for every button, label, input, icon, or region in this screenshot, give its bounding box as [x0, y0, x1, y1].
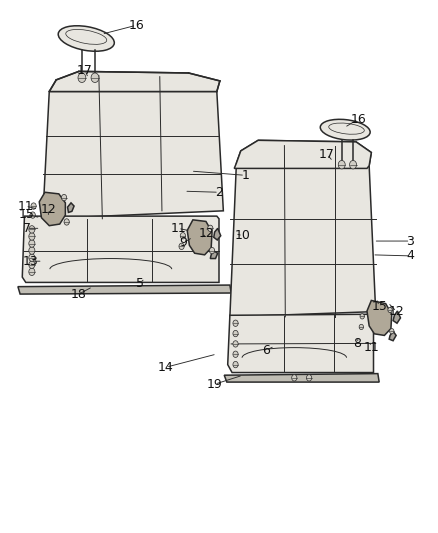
- Polygon shape: [39, 192, 65, 225]
- Text: 14: 14: [158, 361, 174, 374]
- Polygon shape: [67, 203, 74, 213]
- Circle shape: [338, 160, 345, 169]
- Text: 11: 11: [364, 341, 379, 353]
- Text: 13: 13: [23, 255, 39, 268]
- Circle shape: [359, 324, 364, 329]
- Polygon shape: [230, 140, 376, 317]
- Circle shape: [233, 320, 238, 326]
- Circle shape: [307, 375, 312, 381]
- Text: 15: 15: [19, 208, 35, 221]
- Circle shape: [390, 328, 394, 334]
- Circle shape: [29, 254, 35, 261]
- Polygon shape: [224, 374, 379, 382]
- Circle shape: [388, 308, 392, 313]
- Polygon shape: [187, 220, 212, 255]
- Polygon shape: [389, 331, 396, 341]
- Text: 16: 16: [350, 112, 366, 126]
- Circle shape: [29, 240, 35, 247]
- Text: 11: 11: [170, 222, 186, 235]
- Polygon shape: [228, 314, 374, 373]
- Circle shape: [91, 73, 99, 83]
- Circle shape: [209, 247, 215, 254]
- Circle shape: [233, 330, 238, 337]
- Circle shape: [29, 261, 35, 269]
- Circle shape: [29, 225, 35, 233]
- Circle shape: [350, 160, 357, 169]
- Circle shape: [292, 375, 297, 381]
- Text: 5: 5: [136, 277, 144, 290]
- Polygon shape: [234, 140, 371, 168]
- Text: 4: 4: [406, 249, 414, 262]
- Text: 8: 8: [353, 337, 361, 350]
- Circle shape: [208, 225, 213, 231]
- Text: 9: 9: [180, 236, 187, 249]
- Polygon shape: [214, 228, 221, 240]
- Polygon shape: [49, 71, 220, 92]
- Circle shape: [233, 361, 238, 368]
- Circle shape: [78, 73, 86, 83]
- Circle shape: [233, 341, 238, 347]
- Circle shape: [64, 219, 69, 225]
- Text: 16: 16: [128, 19, 144, 32]
- Text: 15: 15: [371, 300, 387, 313]
- Text: 2: 2: [215, 186, 223, 199]
- Text: 10: 10: [235, 229, 251, 242]
- Circle shape: [29, 268, 35, 276]
- Ellipse shape: [320, 119, 370, 140]
- Circle shape: [61, 195, 67, 201]
- Text: 12: 12: [199, 227, 215, 240]
- Circle shape: [29, 247, 35, 254]
- Text: 18: 18: [71, 288, 87, 301]
- Ellipse shape: [58, 26, 114, 51]
- Text: 12: 12: [41, 203, 56, 216]
- Text: 7: 7: [23, 222, 31, 235]
- Circle shape: [233, 351, 238, 358]
- Polygon shape: [18, 285, 231, 294]
- Polygon shape: [210, 251, 218, 259]
- Circle shape: [29, 233, 35, 240]
- Text: 17: 17: [319, 148, 335, 160]
- Text: 19: 19: [207, 378, 223, 391]
- Circle shape: [180, 232, 185, 239]
- Circle shape: [179, 243, 184, 249]
- Polygon shape: [367, 301, 392, 335]
- Text: 12: 12: [389, 305, 404, 318]
- Text: 17: 17: [77, 64, 93, 77]
- Polygon shape: [43, 92, 223, 219]
- Text: 6: 6: [262, 344, 270, 357]
- Text: 11: 11: [18, 199, 33, 213]
- Circle shape: [360, 314, 364, 319]
- Polygon shape: [393, 311, 400, 323]
- Text: 3: 3: [406, 235, 414, 247]
- Circle shape: [30, 212, 35, 218]
- Polygon shape: [22, 216, 219, 282]
- Circle shape: [31, 203, 36, 209]
- Text: 1: 1: [241, 169, 249, 182]
